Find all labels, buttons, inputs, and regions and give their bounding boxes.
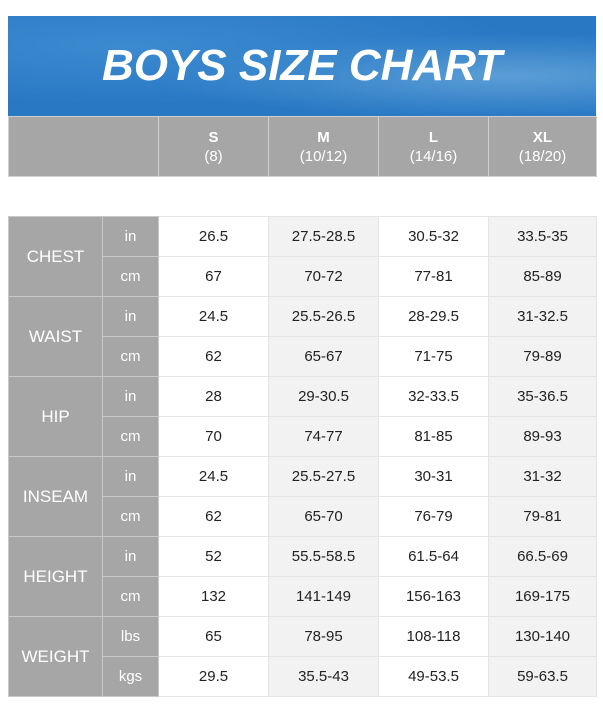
value-cell: 26.5 <box>158 216 269 257</box>
unit-label: in <box>102 376 159 417</box>
value-cell: 65-70 <box>268 496 379 537</box>
value-cell: 79-89 <box>488 336 597 377</box>
corner-cell <box>8 116 159 177</box>
value-cell: 33.5-35 <box>488 216 597 257</box>
header-row: S (8) M (10/12) L (14/16) XL (18/20) <box>8 116 597 177</box>
size-label: XL <box>532 128 553 146</box>
value-cell: 28 <box>158 376 269 417</box>
value-cell: 30-31 <box>378 456 489 497</box>
table-row: WAIST in 24.5 25.5-26.5 28-29.5 31-32.5 <box>8 296 597 377</box>
value-cell: 32-33.5 <box>378 376 489 417</box>
value-cell: 24.5 <box>158 456 269 497</box>
value-cell: 55.5-58.5 <box>268 536 379 577</box>
value-cell: 132 <box>158 576 269 617</box>
measurement-label: WEIGHT <box>8 616 103 697</box>
value-cell: 85-89 <box>488 256 597 297</box>
value-cell: 66.5-69 <box>488 536 597 577</box>
measurement-label: HIP <box>8 376 103 457</box>
value-cell: 52 <box>158 536 269 577</box>
size-chart-table: S (8) M (10/12) L (14/16) XL (18/20) CHEST in 26.… <box>8 116 597 697</box>
size-age: (8) <box>204 147 223 165</box>
table-row: WEIGHT lbs 65 78-95 108-118 130-140 <box>8 616 597 697</box>
title-banner: BOYS SIZE CHART <box>8 16 596 116</box>
table-row: INSEAM in 24.5 25.5-27.5 30-31 31-32 <box>8 456 597 537</box>
table-row: cm 70 74-77 81-85 89-93 <box>9 416 597 457</box>
size-header-l: L (14/16) <box>378 116 489 177</box>
value-cell: 74-77 <box>268 416 379 457</box>
table-row: CHEST in 26.5 27.5-28.5 30.5-32 33.5-35 <box>8 216 597 297</box>
size-age: (14/16) <box>409 147 458 165</box>
value-cell: 59-63.5 <box>488 656 597 697</box>
size-label: S <box>208 128 219 146</box>
table-row: cm 132 141-149 156-163 169-175 <box>9 576 597 617</box>
value-cell: 169-175 <box>488 576 597 617</box>
unit-label: in <box>102 296 159 337</box>
unit-label: cm <box>102 256 159 297</box>
value-cell: 70-72 <box>268 256 379 297</box>
value-cell: 78-95 <box>268 616 379 657</box>
size-header-xl: XL (18/20) <box>488 116 597 177</box>
value-cell: 89-93 <box>488 416 597 457</box>
value-cell: 76-79 <box>378 496 489 537</box>
value-cell: 156-163 <box>378 576 489 617</box>
value-cell: 35-36.5 <box>488 376 597 417</box>
value-cell: 71-75 <box>378 336 489 377</box>
value-cell: 27.5-28.5 <box>268 216 379 257</box>
value-cell: 130-140 <box>488 616 597 657</box>
table-row: kgs 29.5 35.5-43 49-53.5 59-63.5 <box>9 656 597 697</box>
value-cell: 24.5 <box>158 296 269 337</box>
value-cell: 67 <box>158 256 269 297</box>
table-row: cm 62 65-67 71-75 79-89 <box>9 336 597 377</box>
value-cell: 65 <box>158 616 269 657</box>
value-cell: 141-149 <box>268 576 379 617</box>
value-cell: 35.5-43 <box>268 656 379 697</box>
unit-label: lbs <box>102 616 159 657</box>
unit-label: cm <box>102 496 159 537</box>
measurement-label: WAIST <box>8 296 103 377</box>
value-cell: 25.5-26.5 <box>268 296 379 337</box>
value-cell: 31-32 <box>488 456 597 497</box>
unit-label: cm <box>102 336 159 377</box>
value-cell: 61.5-64 <box>378 536 489 577</box>
value-cell: 31-32.5 <box>488 296 597 337</box>
value-cell: 28-29.5 <box>378 296 489 337</box>
size-header-s: S (8) <box>158 116 269 177</box>
unit-label: in <box>102 536 159 577</box>
spacer-row <box>8 176 597 217</box>
value-cell: 25.5-27.5 <box>268 456 379 497</box>
table-row: HEIGHT in 52 55.5-58.5 61.5-64 66.5-69 <box>8 536 597 617</box>
value-cell: 77-81 <box>378 256 489 297</box>
measurement-label: INSEAM <box>8 456 103 537</box>
table-row: cm 62 65-70 76-79 79-81 <box>9 496 597 537</box>
value-cell: 49-53.5 <box>378 656 489 697</box>
size-age: (10/12) <box>299 147 348 165</box>
size-label: L <box>428 128 439 146</box>
table-row: HIP in 28 29-30.5 32-33.5 35-36.5 <box>8 376 597 457</box>
value-cell: 108-118 <box>378 616 489 657</box>
unit-label: cm <box>102 416 159 457</box>
measurement-label: CHEST <box>8 216 103 297</box>
size-header-m: M (10/12) <box>268 116 379 177</box>
unit-label: kgs <box>102 656 159 697</box>
unit-label: in <box>102 456 159 497</box>
value-cell: 29-30.5 <box>268 376 379 417</box>
value-cell: 30.5-32 <box>378 216 489 257</box>
page-title: BOYS SIZE CHART <box>101 41 503 90</box>
value-cell: 65-67 <box>268 336 379 377</box>
value-cell: 79-81 <box>488 496 597 537</box>
value-cell: 70 <box>158 416 269 457</box>
measurement-label: HEIGHT <box>8 536 103 617</box>
value-cell: 81-85 <box>378 416 489 457</box>
size-age: (18/20) <box>518 147 567 165</box>
value-cell: 62 <box>158 336 269 377</box>
unit-label: in <box>102 216 159 257</box>
value-cell: 62 <box>158 496 269 537</box>
size-label: M <box>317 128 330 146</box>
unit-label: cm <box>102 576 159 617</box>
table-row: cm 67 70-72 77-81 85-89 <box>9 256 597 297</box>
value-cell: 29.5 <box>158 656 269 697</box>
